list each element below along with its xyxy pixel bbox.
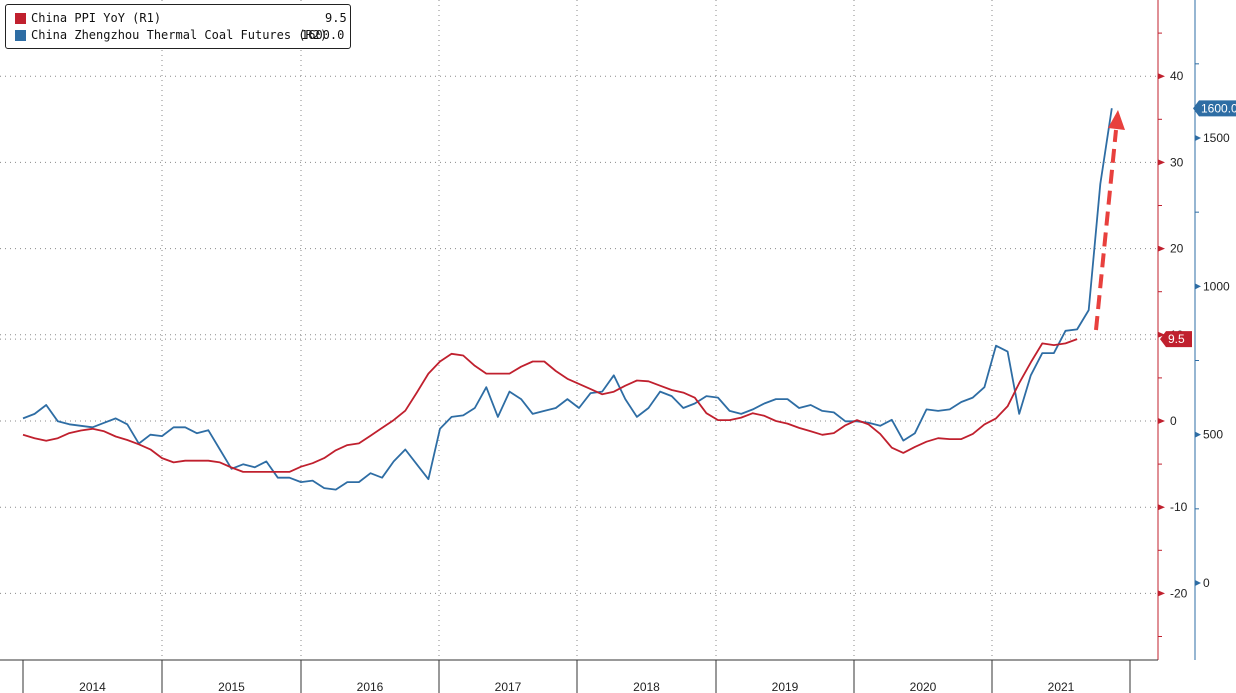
red-arrow-annotation [1094, 110, 1125, 331]
year-label: 2018 [633, 680, 660, 693]
year-label: 2021 [1048, 680, 1075, 693]
year-label: 2020 [910, 680, 937, 693]
legend-swatch-ppi [15, 13, 26, 24]
arrow-head [1108, 110, 1125, 130]
year-separators [161, 0, 993, 660]
legend-label-ppi: China PPI YoY (R1) [31, 11, 162, 25]
x-axis-year-labels: 2014 2015 2016 2017 2018 2019 2020 2021 [0, 659, 1158, 693]
r1-tick-mark [1158, 418, 1165, 424]
r1-tick-label: -20 [1170, 586, 1188, 600]
right-axes: -20-10010203040050010001500 [1157, 0, 1230, 660]
r2-tick-mark [1195, 431, 1201, 438]
r2-tick-mark [1195, 283, 1201, 290]
end-label-badge-ppi [1160, 331, 1192, 348]
r2-tick-mark [1195, 580, 1201, 586]
legend: China PPI YoY (R1) 9.5 China Zhengzhou T… [5, 4, 351, 49]
end-label-ppi: 9.5 [1168, 332, 1185, 346]
r1-tick-label: 40 [1170, 69, 1184, 83]
r1-tick-mark [1158, 73, 1165, 80]
r1-tick-label: 30 [1170, 155, 1184, 169]
end-value-labels: 9.5 1600.0 [1160, 100, 1236, 348]
r1-tick-mark [1158, 245, 1165, 252]
legend-label-coal: China Zhengzhou Thermal Coal Futures (R2… [31, 28, 328, 42]
r2-tick-mark [1195, 135, 1201, 141]
r2-tick-label: 1000 [1203, 279, 1230, 293]
legend-swatch-coal [15, 30, 26, 41]
year-label: 2016 [357, 680, 384, 693]
r1-tick-label: 0 [1170, 414, 1177, 428]
r1-tick-mark [1158, 590, 1165, 597]
r2-tick-label: 0 [1203, 576, 1210, 590]
r1-tick-mark [1158, 331, 1165, 338]
r1-tick-mark [1158, 159, 1165, 166]
r1-tick-label: -10 [1170, 500, 1188, 514]
legend-value-coal: 1600.0 [301, 28, 345, 42]
end-label-coal: 1600.0 [1201, 101, 1236, 115]
arrow-shaft [1094, 129, 1118, 331]
year-label: 2015 [218, 680, 245, 693]
series-line-coal-futures [22, 108, 1113, 491]
r2-tick-label: 1500 [1203, 131, 1230, 145]
series-lines [22, 108, 1113, 491]
grid-lines [0, 75, 1158, 594]
end-label-badge-coal [1193, 100, 1236, 117]
r1-tick-mark [1158, 504, 1165, 511]
year-label: 2014 [79, 680, 106, 693]
r1-tick-label: 20 [1170, 242, 1184, 256]
year-label: 2017 [495, 680, 522, 693]
series-line-china-ppi [22, 338, 1078, 473]
r2-tick-label: 500 [1203, 428, 1223, 442]
year-label: 2019 [772, 680, 799, 693]
legend-value-ppi: 9.5 [325, 11, 347, 25]
